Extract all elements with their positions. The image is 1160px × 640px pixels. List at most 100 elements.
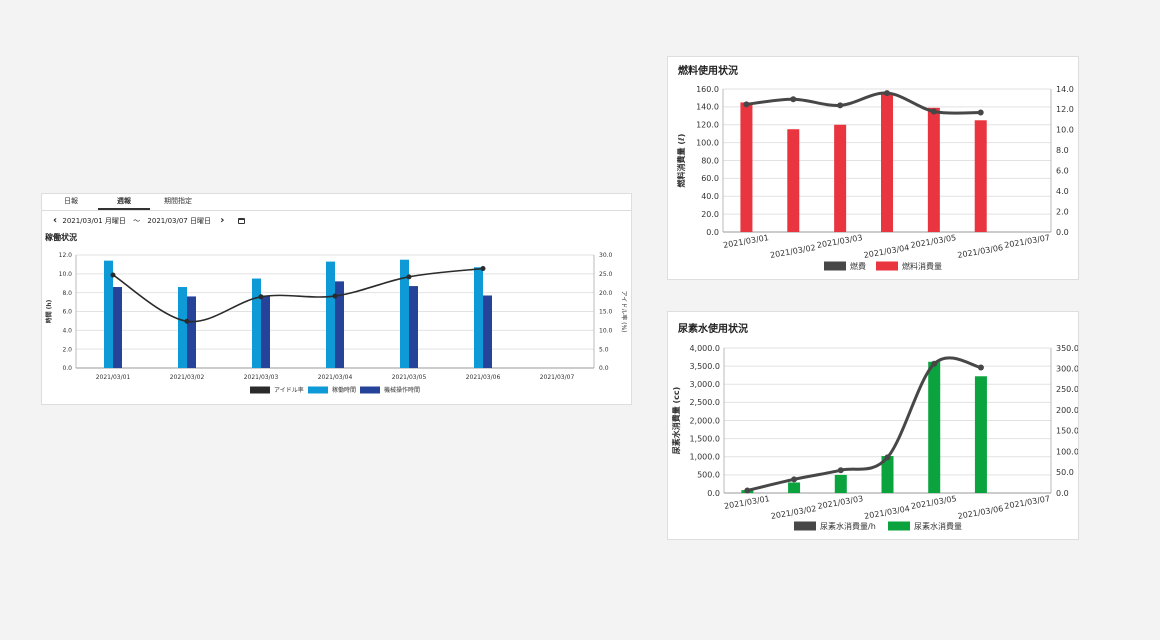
- date-range-bar: ‹ 2021/03/01 月曜日 〜 2021/03/07 日曜日 ›: [50, 215, 245, 227]
- y-tick-label: 160.0: [696, 85, 719, 94]
- y-tick-label: 10.0: [59, 271, 73, 278]
- y2-tick-label: 6.0: [1056, 167, 1069, 176]
- y2-tick-label: 200.0: [1056, 406, 1078, 415]
- bar: [326, 261, 335, 368]
- bar: [881, 456, 894, 493]
- x-tick-label: 2021/03/05: [392, 374, 427, 381]
- y-tick-label: 120.0: [696, 121, 719, 130]
- y-tick-label: 6.0: [62, 309, 72, 316]
- date-range-start: 2021/03/01 月曜日: [62, 217, 126, 225]
- y-tick-label: 60.0: [701, 174, 719, 183]
- fuel-chart: 0.0 20.0 40.0 60.0 80.0 100.0 120.0 140.0 160.0 0…: [676, 85, 1074, 271]
- next-week-button[interactable]: ›: [220, 215, 225, 226]
- y-tick-label: 8.0: [62, 290, 72, 297]
- y-tick-label: 500.0: [697, 471, 720, 480]
- x-tick-label: 2021/03/02: [770, 504, 817, 521]
- line-series: [747, 356, 982, 492]
- y2-tick-label: 0.0: [1056, 228, 1069, 237]
- legend-label: 稼働時間: [332, 386, 356, 394]
- y2-tick-label: 8.0: [1056, 146, 1069, 155]
- x-tick-label: 2021/03/01: [96, 374, 131, 381]
- x-tick-label: 2021/03/03: [244, 374, 279, 381]
- legend-swatch: [794, 521, 816, 531]
- line-point: [837, 102, 844, 109]
- line-series: [746, 91, 981, 115]
- legend-swatch: [824, 261, 846, 271]
- y-tick-label: 12.0: [59, 252, 73, 259]
- tab-daily[interactable]: 日報: [64, 197, 78, 205]
- x-tick-label: 2021/03/01: [723, 494, 770, 511]
- x-tick-label: 2021/03/03: [816, 233, 863, 250]
- y-tick-label: 1,000.0: [689, 453, 720, 462]
- calendar-icon[interactable]: [237, 218, 245, 224]
- line-point: [480, 266, 486, 272]
- y2-tick-label: 30.0: [599, 252, 613, 259]
- bar: [261, 295, 270, 368]
- prev-week-button[interactable]: ‹: [53, 215, 58, 226]
- y-tick-label: 2,000.0: [689, 416, 720, 425]
- urea-panel: 尿素水使用状況 0.0 500.0 1,000.0 1,500.0 2,000.0 2,5…: [667, 311, 1079, 540]
- y2-tick-label: 20.0: [599, 290, 613, 297]
- bar: [335, 281, 344, 368]
- urea-chart: 0.0 500.0 1,000.0 1,500.0 2,000.0 2,500.0 3,00…: [671, 344, 1078, 531]
- y2-tick-label: 10.0: [1056, 126, 1074, 135]
- y-tick-label: 20.0: [701, 210, 719, 219]
- bar: [974, 120, 987, 232]
- bar: [787, 129, 800, 232]
- bar: [974, 376, 987, 493]
- utilization-panel: 日報 週報 期間指定 ‹ 2021/03/01 月曜日 〜 2021/03/07…: [41, 193, 632, 405]
- line-point: [791, 476, 798, 483]
- x-tick-label: 2021/03/07: [540, 374, 575, 381]
- legend-swatch: [876, 261, 898, 271]
- legend-swatch: [360, 386, 380, 394]
- y2-tick-label: 350.0: [1056, 344, 1078, 353]
- bar: [881, 93, 893, 232]
- y2-tick-label: 100.0: [1056, 447, 1078, 456]
- legend-label: 尿素水消費量/h: [820, 521, 876, 531]
- bar: [400, 259, 409, 368]
- y-tick-label: 40.0: [701, 192, 719, 201]
- line-point: [332, 293, 338, 299]
- line-point: [977, 109, 984, 116]
- x-tick-label: 2021/03/05: [910, 233, 957, 250]
- y2-tick-label: 0.0: [599, 365, 609, 372]
- line-point: [184, 318, 190, 324]
- y2-tick-label: 150.0: [1056, 427, 1078, 436]
- x-tick-label: 2021/03/06: [957, 504, 1004, 521]
- y-axis-title: 時間 (h): [45, 299, 53, 323]
- fuel-panel: 燃料使用状況 0.0 20.0 40.0 60.0 80.0 100.0 120.0 140.…: [667, 56, 1079, 280]
- bar: [927, 107, 940, 232]
- y-tick-label: 140.0: [696, 103, 719, 112]
- y-tick-label: 3,500.0: [689, 362, 720, 371]
- utilization-chart: 0.0 2.0 4.0 6.0 8.0 10.0 12.0 0.0 5.0 10.0 15.0 20.…: [45, 252, 628, 394]
- y-tick-label: 100.0: [696, 138, 719, 147]
- report-tabs: 日報 週報 期間指定: [42, 194, 631, 211]
- x-tick-label: 2021/03/02: [769, 243, 816, 260]
- y2-axis-title: アイドル率 (%): [620, 291, 628, 333]
- y2-tick-label: 5.0: [599, 346, 609, 353]
- tab-period[interactable]: 期間指定: [164, 197, 192, 205]
- x-tick-label: 2021/03/02: [170, 374, 205, 381]
- line-point: [837, 467, 844, 474]
- legend-label: アイドル率: [274, 386, 304, 394]
- line-series: [112, 267, 484, 323]
- legend-swatch: [888, 521, 910, 531]
- y-tick-label: 80.0: [701, 156, 719, 165]
- legend-label: 機械操作時間: [384, 386, 420, 394]
- line-point: [884, 454, 891, 461]
- x-tick-label: 2021/03/04: [318, 374, 353, 381]
- bar: [409, 286, 418, 368]
- y2-tick-label: 50.0: [1056, 468, 1074, 477]
- tab-weekly[interactable]: 週報: [98, 194, 150, 210]
- urea-title: 尿素水使用状況: [678, 324, 748, 335]
- y2-tick-label: 15.0: [599, 309, 613, 316]
- y2-tick-label: 2.0: [1056, 207, 1069, 216]
- line-point: [743, 101, 750, 108]
- y2-tick-label: 10.0: [599, 327, 613, 334]
- line-point: [258, 294, 264, 300]
- line-point: [977, 364, 984, 371]
- legend-swatch: [308, 386, 328, 394]
- y-tick-label: 4,000.0: [689, 344, 720, 353]
- bar: [104, 260, 113, 368]
- line-point: [884, 90, 890, 97]
